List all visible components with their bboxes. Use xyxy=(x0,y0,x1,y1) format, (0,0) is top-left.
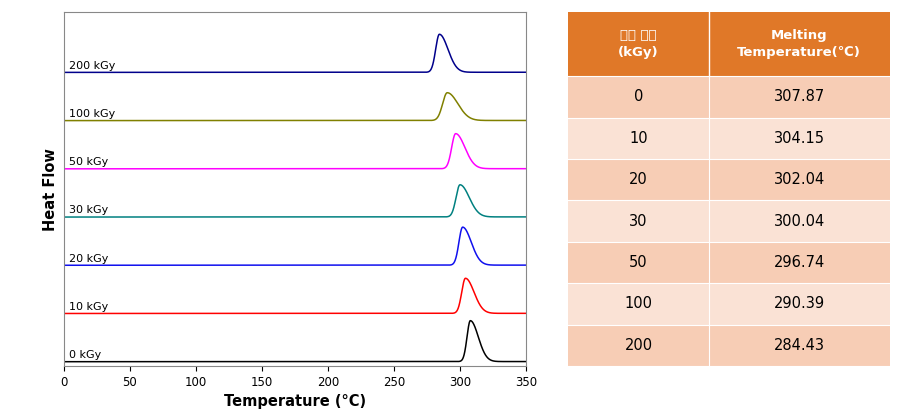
Text: 304.15: 304.15 xyxy=(774,131,824,146)
Text: 300.04: 300.04 xyxy=(774,213,824,229)
Text: 10 kGy: 10 kGy xyxy=(69,302,108,312)
FancyBboxPatch shape xyxy=(568,201,890,242)
FancyBboxPatch shape xyxy=(568,159,890,201)
Text: 50 kGy: 50 kGy xyxy=(69,157,108,167)
Text: 302.04: 302.04 xyxy=(774,172,824,187)
Text: 20: 20 xyxy=(629,172,648,187)
FancyBboxPatch shape xyxy=(568,118,890,159)
FancyBboxPatch shape xyxy=(568,12,890,76)
Text: 100: 100 xyxy=(624,297,653,312)
Text: 50: 50 xyxy=(629,255,648,270)
Text: 20 kGy: 20 kGy xyxy=(69,253,108,263)
Y-axis label: Heat Flow: Heat Flow xyxy=(43,148,58,231)
Text: 30 kGy: 30 kGy xyxy=(69,205,108,215)
Text: 10: 10 xyxy=(629,131,648,146)
X-axis label: Temperature (°C): Temperature (°C) xyxy=(224,394,366,409)
Text: 0 kGy: 0 kGy xyxy=(69,350,101,360)
Text: 100 kGy: 100 kGy xyxy=(69,109,115,119)
FancyBboxPatch shape xyxy=(568,283,890,324)
Text: 조사 선량
(kGy): 조사 선량 (kGy) xyxy=(618,29,659,59)
FancyBboxPatch shape xyxy=(568,76,890,118)
FancyBboxPatch shape xyxy=(568,324,890,366)
Text: 30: 30 xyxy=(629,213,648,229)
Text: 290.39: 290.39 xyxy=(774,297,824,312)
Text: 296.74: 296.74 xyxy=(774,255,824,270)
Text: 200 kGy: 200 kGy xyxy=(69,61,115,71)
Text: 284.43: 284.43 xyxy=(774,338,824,353)
FancyBboxPatch shape xyxy=(568,242,890,283)
Text: 307.87: 307.87 xyxy=(774,89,824,104)
Text: 0: 0 xyxy=(634,89,644,104)
Text: Melting
Temperature(℃): Melting Temperature(℃) xyxy=(737,29,861,59)
Text: 200: 200 xyxy=(624,338,653,353)
